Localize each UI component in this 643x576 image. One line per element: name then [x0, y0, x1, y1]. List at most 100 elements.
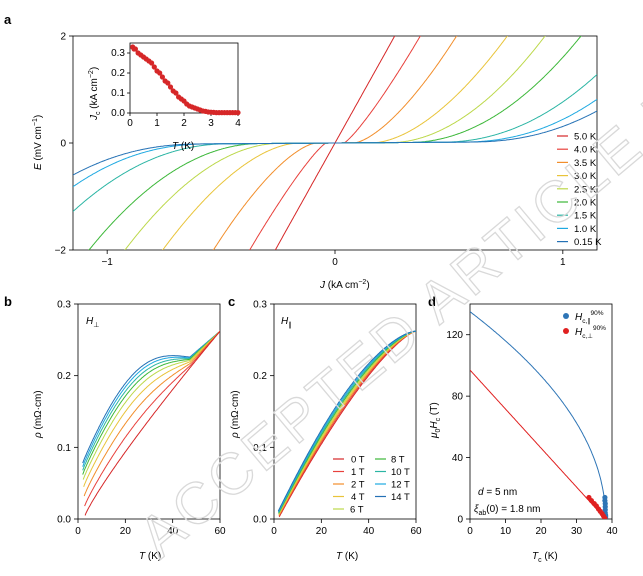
hc-fit-1: [470, 369, 606, 519]
jc-point: [173, 90, 179, 96]
hc-point: [602, 515, 608, 519]
inset-xlabel: T (K): [172, 141, 194, 152]
panel-d-xlabel: Tc (K): [532, 551, 558, 564]
panel-c-xtick-label: 20: [316, 526, 328, 537]
rho-perp-curve-1: [84, 330, 220, 507]
legend-label: 1 T: [351, 467, 365, 478]
panel-a-xtick-label: 1: [560, 257, 566, 268]
legend-label: 14 T: [391, 492, 410, 503]
panel-c-letter: c: [228, 294, 235, 309]
panel-d-xtick-label: 0: [467, 526, 473, 537]
jc-point: [157, 70, 163, 76]
panel-a-ylabel: E (mV cm−1): [32, 115, 44, 170]
legend-label: 8 T: [391, 455, 405, 466]
panel-b: b 0 20 40 60 0.0 0.1 0.2 0.3 H⊥ T (K) ρ (mΩ·cm): [4, 294, 226, 562]
panel-d-ylabel: μ0Hc (T): [429, 402, 442, 439]
panel-c-frame: [273, 303, 417, 520]
legend-marker-hc-par: [563, 313, 569, 319]
panel-b-ticks: 0 20 40 60 0.0 0.1 0.2 0.3: [57, 300, 226, 538]
hc-fit-0: [470, 311, 607, 519]
inset-ylabel: Jc (kA cm−2): [88, 67, 102, 121]
legend-label: 1.5 K: [574, 211, 597, 222]
panel-c-annotation: H∥: [281, 316, 292, 329]
panel-d-ytick-label: 40: [452, 453, 464, 464]
panel-c-ytick-label: 0.0: [253, 515, 267, 526]
inset-ytick-label: 0.0: [111, 108, 125, 119]
legend-label-hc-par: Hc,∥90%: [575, 310, 604, 325]
panel-d-curves: [470, 311, 609, 519]
legend-label: 4 T: [351, 492, 365, 503]
legend-label: 3.0 K: [574, 171, 597, 182]
panel-a-xlabel: J (kA cm−2): [319, 279, 370, 291]
inset-ytick-label: 0.3: [111, 48, 125, 59]
panel-d-xtick-label: 40: [606, 526, 618, 537]
rho-par-curve-6: [278, 330, 416, 513]
rho-perp-curve-3: [83, 330, 220, 487]
panel-c-xtick-label: 0: [271, 526, 277, 537]
legend-label: 0.15 K: [574, 237, 602, 248]
legend-label: 2.5 K: [574, 184, 597, 195]
panel-b-ytick-label: 0.0: [57, 515, 71, 526]
rho-par-curve-7: [277, 330, 416, 513]
inset-xtick-label: 4: [235, 118, 241, 129]
rho-par-curve-5: [278, 330, 416, 514]
jc-point: [159, 74, 165, 80]
jc-point: [149, 60, 155, 66]
legend-label: 4.0 K: [574, 145, 597, 156]
inset-xtick-label: 1: [154, 118, 160, 129]
legend-label: 12 T: [391, 480, 410, 491]
legend-label: 5.0 K: [574, 132, 597, 143]
ej-curve-8: [73, 110, 597, 176]
rho-perp-curve-4: [82, 330, 220, 480]
panel-a-curves: [73, 36, 597, 250]
legend-label-hc-perp: Hc,⊥90%: [575, 325, 606, 340]
panel-b-annotation: H⊥: [86, 316, 99, 329]
panel-d-legend: Hc,∥90% Hc,⊥90%: [563, 310, 606, 340]
panel-c-ytick-label: 0.1: [253, 443, 267, 454]
rho-perp-curve-2: [83, 330, 220, 497]
jc-point: [132, 46, 138, 52]
panel-c-ytick-label: 0.3: [253, 300, 267, 311]
panel-b-xtick-label: 40: [167, 526, 179, 537]
inset-ytick-label: 0.1: [111, 88, 125, 99]
panel-d-ticks: 0 10 20 30 40 0 40 80 120: [446, 330, 618, 537]
panel-a-ytick-label: 0: [60, 139, 66, 150]
panel-d-xtick-label: 10: [500, 526, 512, 537]
rho-perp-curve-5: [82, 330, 220, 475]
panel-c-xtick-label: 60: [410, 526, 422, 537]
rho-par-curve-1: [278, 330, 416, 517]
panel-b-letter: b: [4, 294, 12, 309]
panel-b-curves: [82, 330, 220, 516]
panel-b-ytick-label: 0.3: [57, 300, 71, 311]
panel-d-xtick-label: 20: [535, 526, 547, 537]
panel-d-ytick-label: 120: [446, 330, 463, 341]
panel-a-ytick-label: 2: [60, 32, 66, 43]
panel-a-xtick-label: −1: [101, 257, 113, 268]
panel-d-annotation-xi: ξab(0) = 1.8 nm: [474, 504, 540, 517]
panel-c-ylabel: ρ (mΩ·cm): [230, 390, 241, 439]
inset-xtick-label: 0: [127, 118, 133, 129]
panel-b-xtick-label: 60: [214, 526, 226, 537]
jc-point: [235, 110, 241, 116]
panel-b-xtick-label: 0: [75, 526, 81, 537]
legend-label: 2.0 K: [574, 198, 597, 209]
panel-a-legend: 5.0 K 4.0 K 3.5 K 3.0 K 2.5 K 2.0 K 1.5 K 1.0 K…: [557, 132, 602, 248]
panel-a: a −1 0 1 −2 0 2 J (kA cm−2) E (mV cm−1) 5.0 K…: [4, 12, 602, 291]
legend-label: 10 T: [391, 467, 410, 478]
panel-a-letter: a: [4, 12, 12, 27]
panel-a-ytick-label: −2: [55, 246, 67, 257]
panel-d-letter: d: [428, 294, 436, 309]
legend-label: 2 T: [351, 480, 365, 491]
panel-c-xlabel: T (K): [336, 551, 358, 562]
legend-label: 0 T: [351, 455, 365, 466]
legend-label: 6 T: [350, 505, 364, 516]
jc-point: [151, 64, 157, 70]
rho-perp-curve-0: [84, 330, 220, 516]
jc-point: [165, 80, 171, 86]
legend-marker-hc-perp: [563, 328, 569, 334]
panel-a-xtick-label: 0: [332, 257, 338, 268]
panel-d: d 0 10 20 30 40 0 40 80 120 Hc,∥90% Hc,⊥90% d = …: [428, 294, 618, 564]
panel-b-xlabel: T (K): [139, 551, 161, 562]
panel-d-ytick-label: 80: [452, 392, 464, 403]
panel-a-ticks: −1 0 1 −2 0 2: [55, 32, 566, 269]
